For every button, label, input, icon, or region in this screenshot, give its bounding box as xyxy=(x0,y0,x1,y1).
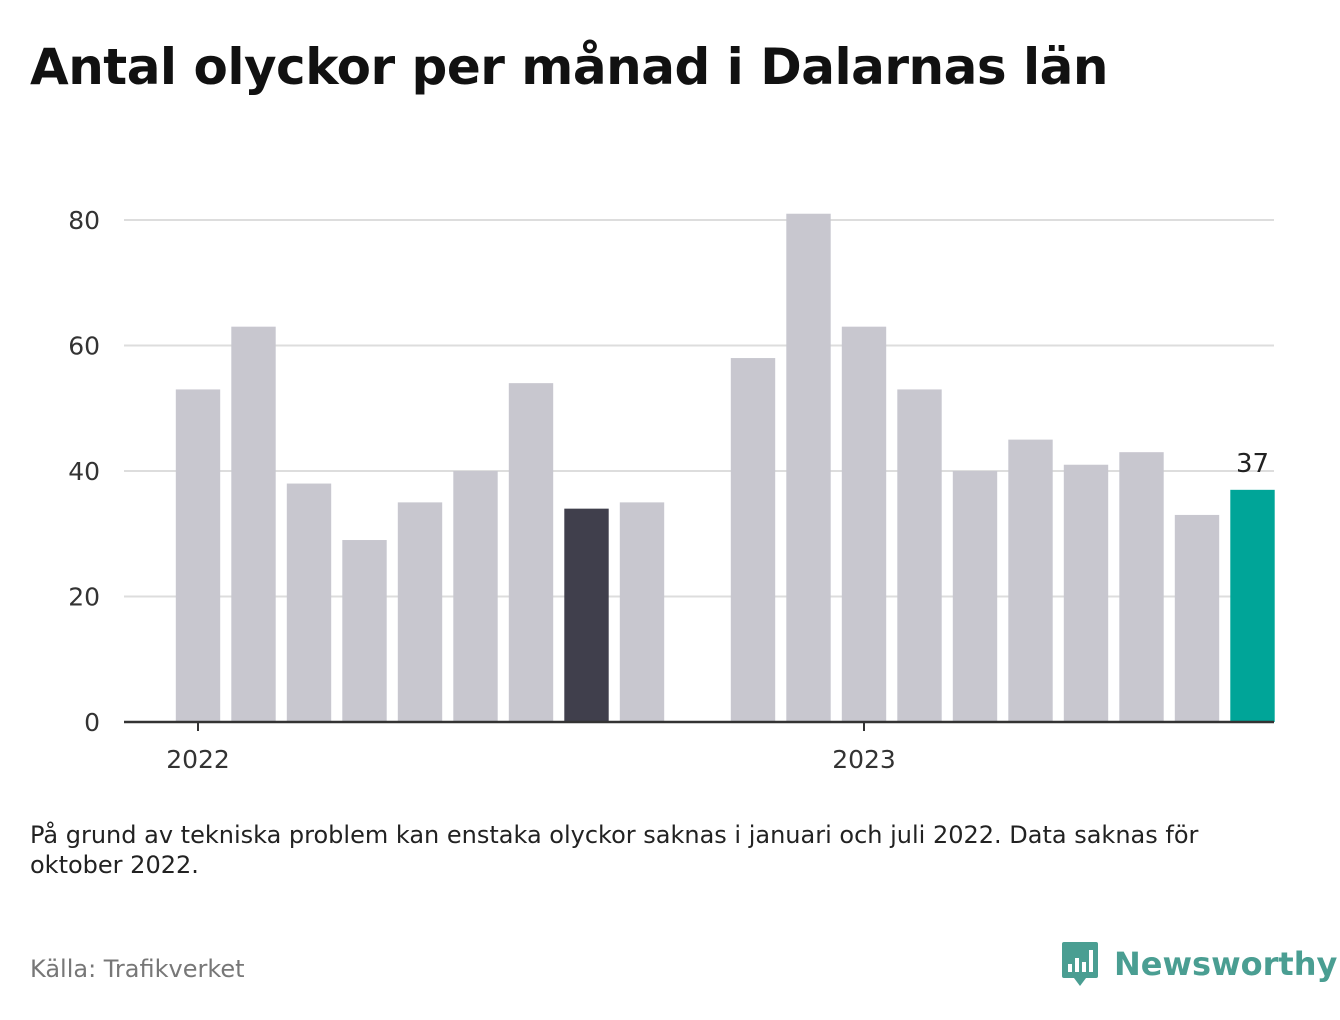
highlight-value-label: 37 xyxy=(1236,449,1269,479)
bar-2022-05 xyxy=(398,502,442,722)
y-tick-label: 80 xyxy=(68,206,100,235)
y-tick-label: 20 xyxy=(68,583,100,612)
bar-2023-07 xyxy=(1175,515,1219,722)
chart-note: På grund av tekniska problem kan enstaka… xyxy=(30,820,1290,880)
bar-2022-06 xyxy=(453,471,497,722)
bar-2022-12 xyxy=(786,214,830,722)
x-tick-label-2023: 2023 xyxy=(832,745,896,774)
newsworthy-logo-icon xyxy=(1060,940,1100,988)
bar-2022-09 xyxy=(620,502,664,722)
value-labels: 37 xyxy=(1236,449,1269,479)
bar-2023-08 xyxy=(1230,490,1274,722)
bar-2022-02 xyxy=(231,327,275,722)
bar-2022-07 xyxy=(509,383,553,722)
bar-2022-11 xyxy=(731,358,775,722)
bar-2022-01 xyxy=(176,389,220,722)
x-tick-label-2022: 2022 xyxy=(166,745,230,774)
bar-2022-04 xyxy=(342,540,386,722)
bars xyxy=(176,214,1275,722)
y-tick-label: 40 xyxy=(68,457,100,486)
y-tick-label: 60 xyxy=(68,332,100,361)
bar-chart: 0 20 40 60 80 2022 2023 37 xyxy=(0,150,1340,800)
bar-2022-08 xyxy=(564,509,608,722)
chart-title: Antal olyckor per månad i Dalarnas län xyxy=(30,38,1108,96)
x-axis-ticks: 2022 2023 xyxy=(166,722,896,774)
bar-2022-03 xyxy=(287,484,331,722)
bar-2023-05 xyxy=(1064,465,1108,722)
brand-logo: Newsworthy xyxy=(1060,940,1337,988)
bar-2023-02 xyxy=(897,389,941,722)
bar-2023-01 xyxy=(842,327,886,722)
bar-2023-03 xyxy=(953,471,997,722)
brand-name: Newsworthy xyxy=(1114,945,1337,983)
source-text: Källa: Trafikverket xyxy=(30,955,245,983)
bar-2023-06 xyxy=(1119,452,1163,722)
y-axis-ticks: 0 20 40 60 80 xyxy=(68,206,100,737)
bar-2023-04 xyxy=(1008,440,1052,722)
y-tick-label: 0 xyxy=(84,708,100,737)
